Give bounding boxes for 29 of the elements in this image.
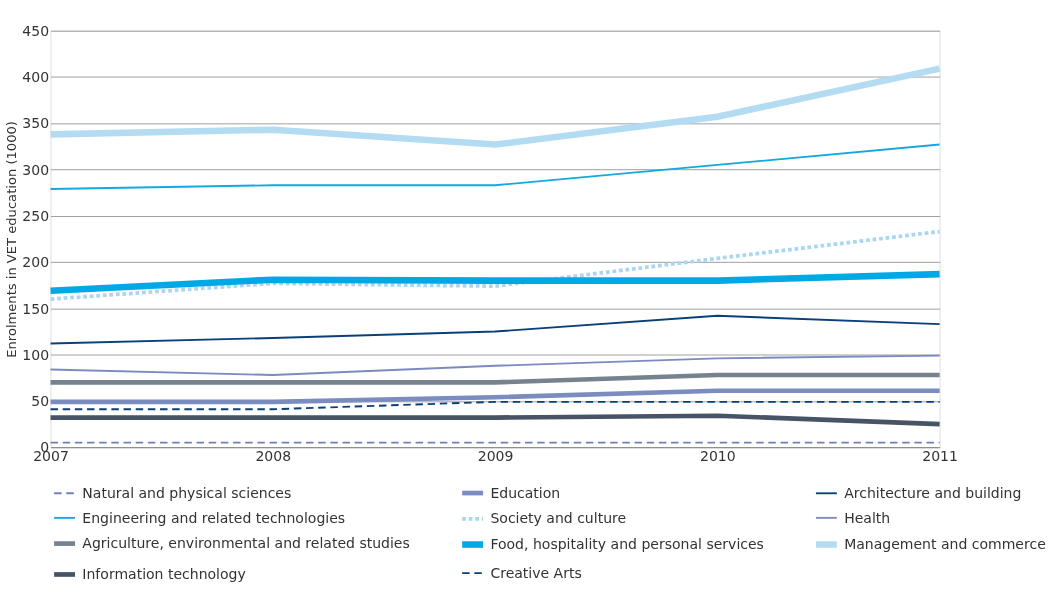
line-series: [49, 314, 941, 345]
x-tick-label: 2010: [699, 447, 736, 464]
y-tick-label: 250: [22, 207, 50, 224]
x-tick-label: 2009: [477, 447, 514, 464]
y-tick-label: 200: [22, 254, 50, 271]
x-tick-label: 2008: [255, 447, 292, 464]
line-series: [49, 354, 941, 376]
legend-label: Health: [844, 509, 891, 526]
legend-label: Management and commerce: [844, 536, 1046, 553]
legend-label: Information technology: [82, 566, 246, 583]
legend-label: Architecture and building: [844, 484, 1022, 501]
y-tick-label: 400: [22, 69, 50, 86]
legend-label: Society and culture: [490, 510, 627, 527]
legend-label: Education: [490, 484, 561, 501]
y-tick-label: 50: [31, 393, 50, 410]
legend-label: Natural and physical sciences: [82, 484, 292, 501]
y-axis-title: Enrolments in VET education (1000): [3, 121, 19, 358]
y-tick-label: 150: [22, 300, 50, 317]
line-series: [49, 143, 941, 190]
line-series: [48, 229, 942, 301]
legend-label: Creative Arts: [490, 564, 582, 581]
legend-label: Agriculture, environmental and related studies: [82, 535, 410, 552]
legend-label: Engineering and related technologies: [82, 509, 346, 526]
x-tick-label: 2011: [922, 447, 958, 464]
legend-label: Food, hospitality and personal services: [490, 536, 764, 553]
y-tick-label: 450: [22, 22, 50, 39]
y-tick-label: 350: [22, 115, 50, 132]
y-tick-label: 300: [22, 161, 50, 178]
y-tick-label: 100: [22, 346, 50, 363]
